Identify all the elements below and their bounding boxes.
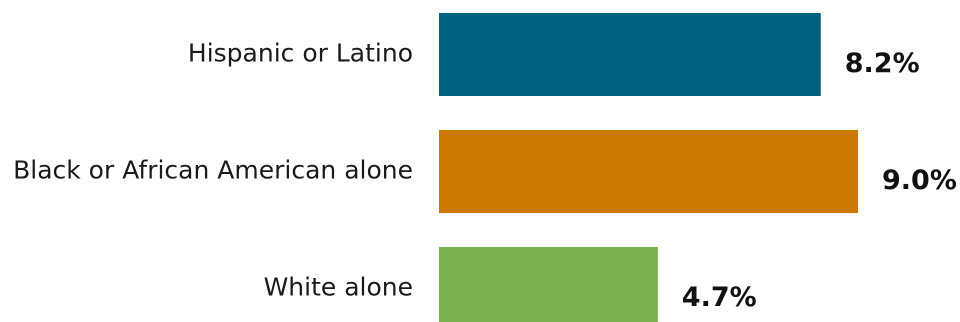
category-label-0: Hispanic or Latino: [188, 39, 413, 68]
value-label-1: 9.0%: [882, 165, 957, 196]
category-label-1: Black or African American alone: [13, 156, 413, 185]
bar-0: [439, 13, 821, 96]
value-label-2: 4.7%: [682, 282, 757, 313]
bar-1: [439, 130, 858, 213]
bar-2: [439, 247, 658, 322]
category-label-2: White alone: [264, 273, 413, 302]
value-label-0: 8.2%: [845, 48, 920, 79]
